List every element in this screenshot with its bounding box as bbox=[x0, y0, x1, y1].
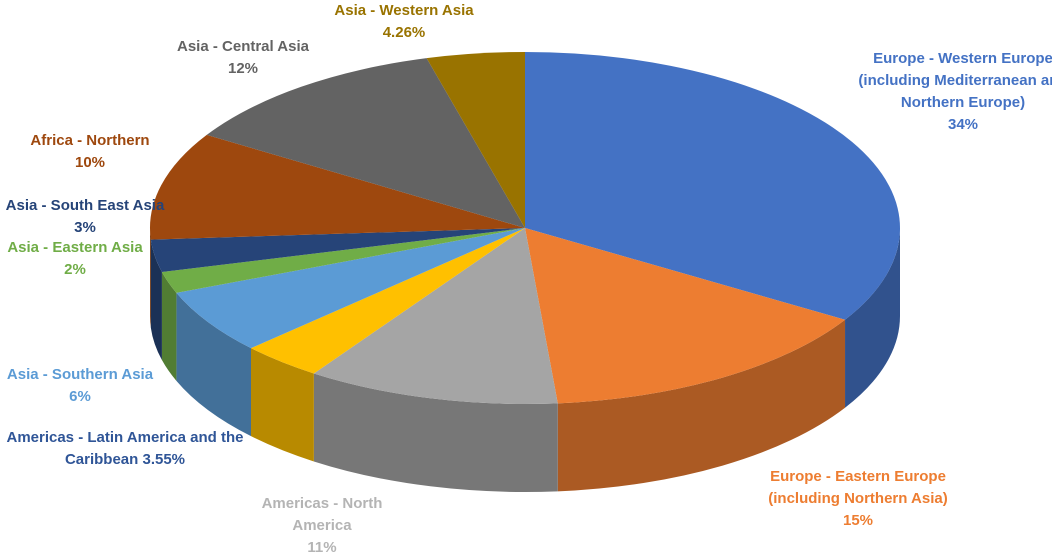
data-label: Asia - Western Asia 4.26% bbox=[319, 0, 489, 44]
data-label: Asia - Southern Asia 6% bbox=[0, 364, 165, 408]
category-label: Europe - Eastern Europe (including North… bbox=[768, 468, 948, 507]
slice bbox=[150, 228, 525, 273]
data-label: Asia - Eastern Asia 2% bbox=[0, 237, 155, 281]
category-label: Asia - Western Asia bbox=[334, 2, 474, 19]
slice bbox=[251, 228, 525, 374]
category-label: Americas - North America bbox=[261, 495, 383, 534]
value-label: 3.55% bbox=[142, 451, 186, 468]
category-label: Americas - Latin America and the Caribbe… bbox=[6, 429, 244, 468]
slice-side bbox=[251, 348, 314, 462]
value-label: 11% bbox=[307, 539, 337, 556]
value-label: 12% bbox=[227, 60, 259, 77]
category-label: Asia - Southern Asia bbox=[6, 366, 154, 383]
value-label: 34% bbox=[947, 116, 979, 133]
data-label: Europe - Eastern Europe (including North… bbox=[743, 466, 973, 532]
slice bbox=[176, 228, 525, 349]
value-label: 2% bbox=[64, 261, 86, 278]
slice-side bbox=[161, 272, 177, 381]
data-label: Africa - Northern 10% bbox=[10, 130, 170, 174]
slice-side bbox=[313, 373, 558, 493]
data-label: Americas - Latin America and the Caribbe… bbox=[5, 427, 245, 471]
value-label: 10% bbox=[74, 154, 106, 171]
slice bbox=[313, 228, 558, 404]
category-label: Asia - Eastern Asia bbox=[7, 239, 143, 256]
slice-side bbox=[150, 228, 151, 328]
data-label: Americas - North America 11% bbox=[232, 493, 412, 558]
value-label: 4.26% bbox=[382, 24, 426, 41]
slice-side bbox=[845, 228, 900, 408]
value-label: 6% bbox=[69, 388, 91, 405]
slice bbox=[426, 52, 525, 228]
slice bbox=[525, 228, 846, 404]
category-label: Asia - Central Asia bbox=[177, 38, 309, 55]
category-label: Asia - South East Asia bbox=[5, 197, 165, 214]
slice bbox=[161, 228, 525, 293]
value-label: 15% bbox=[842, 512, 874, 529]
category-label: Africa - Northern bbox=[30, 132, 150, 149]
data-label: Asia - Central Asia 12% bbox=[163, 36, 323, 80]
value-label: 3% bbox=[74, 219, 96, 236]
slice-side bbox=[176, 292, 252, 437]
data-label: Asia - South East Asia 3% bbox=[0, 195, 173, 239]
data-label: Europe - Western Europe (including Medit… bbox=[858, 48, 1052, 136]
slice-side bbox=[150, 239, 162, 361]
slice bbox=[149, 134, 525, 240]
slice bbox=[525, 52, 901, 320]
slice bbox=[206, 58, 526, 229]
slice-side bbox=[557, 319, 846, 492]
category-label: Europe - Western Europe (including Medit… bbox=[858, 50, 1052, 111]
